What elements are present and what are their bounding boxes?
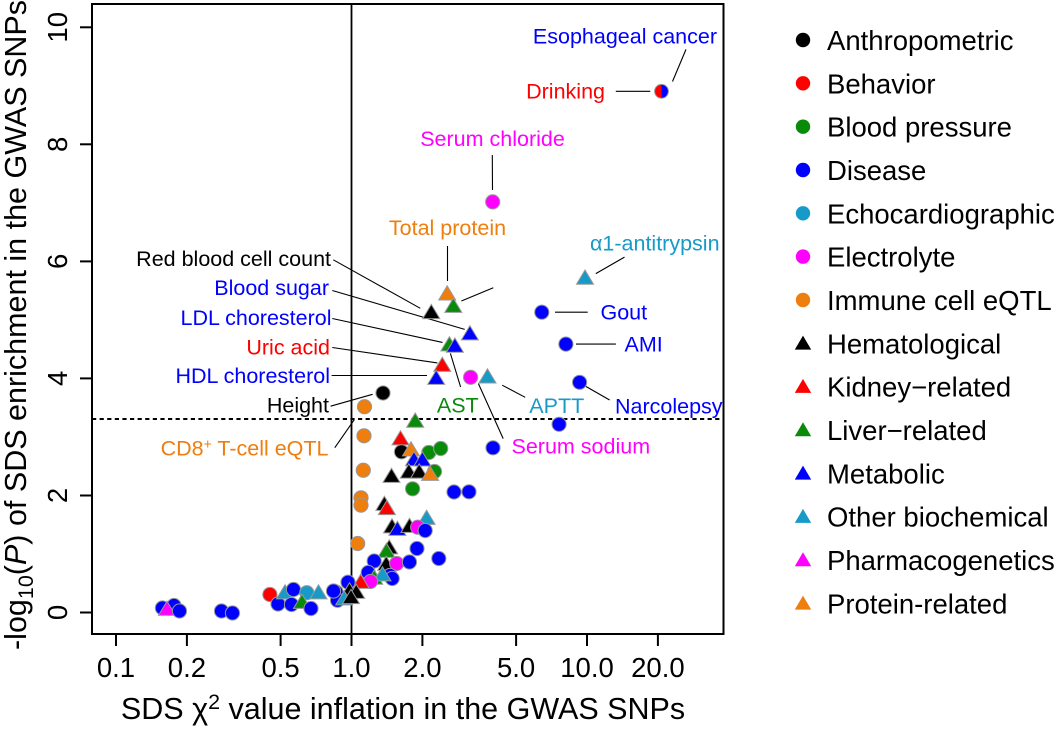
svg-text:APTT: APTT bbox=[529, 394, 584, 418]
svg-text:Uric acid: Uric acid bbox=[246, 336, 330, 360]
svg-text:Echocardiographic: Echocardiographic bbox=[827, 198, 1055, 229]
svg-text:Electrolyte: Electrolyte bbox=[827, 242, 955, 273]
svg-text:LDL choresterol: LDL choresterol bbox=[181, 306, 332, 330]
svg-text:10: 10 bbox=[42, 12, 73, 43]
svg-text:Anthropometric: Anthropometric bbox=[827, 25, 1014, 56]
svg-text:Behavior: Behavior bbox=[827, 68, 936, 99]
svg-text:Pharmacogenetics: Pharmacogenetics bbox=[827, 545, 1055, 576]
svg-text:Liver−related: Liver−related bbox=[827, 415, 987, 446]
svg-text:Serum sodium: Serum sodium bbox=[512, 435, 651, 459]
svg-text:Narcolepsy: Narcolepsy bbox=[615, 395, 723, 419]
svg-text:2: 2 bbox=[42, 488, 73, 503]
svg-text:AST: AST bbox=[437, 394, 479, 418]
svg-text:Blood pressure: Blood pressure bbox=[827, 112, 1012, 143]
svg-text:Red blood cell count: Red blood cell count bbox=[136, 247, 331, 271]
svg-text:6: 6 bbox=[42, 254, 73, 269]
svg-text:Disease: Disease bbox=[827, 155, 926, 186]
svg-text:0: 0 bbox=[42, 605, 73, 620]
svg-text:AMI: AMI bbox=[625, 333, 663, 357]
svg-text:Height: Height bbox=[267, 394, 329, 418]
svg-text:Gout: Gout bbox=[601, 301, 648, 325]
svg-text:10.0: 10.0 bbox=[560, 652, 614, 683]
svg-text:2.0: 2.0 bbox=[403, 652, 441, 683]
svg-text:20.0: 20.0 bbox=[631, 652, 685, 683]
svg-text:SDS χ2 value inflation in the: SDS χ2 value inflation in the GWAS SNPs bbox=[121, 690, 685, 726]
svg-text:Drinking: Drinking bbox=[526, 80, 605, 104]
svg-text:Protein-related: Protein-related bbox=[827, 588, 1007, 619]
svg-text:4: 4 bbox=[42, 371, 73, 386]
svg-text:CD8+ T-cell eQTL: CD8+ T-cell eQTL bbox=[161, 436, 329, 461]
svg-text:0.5: 0.5 bbox=[261, 652, 299, 683]
svg-text:Other biochemical: Other biochemical bbox=[827, 502, 1049, 533]
svg-text:1.0: 1.0 bbox=[332, 652, 370, 683]
svg-text:Hematological: Hematological bbox=[827, 328, 1001, 359]
svg-text:8: 8 bbox=[42, 137, 73, 152]
svg-text:HDL choresterol: HDL choresterol bbox=[175, 364, 330, 388]
svg-text:Total protein: Total protein bbox=[389, 216, 506, 240]
svg-text:5.0: 5.0 bbox=[497, 652, 535, 683]
svg-text:-log10(P) of SDS enrichment in: -log10(P) of SDS enrichment in the GWAS … bbox=[0, 0, 38, 650]
svg-text:Esophageal cancer: Esophageal cancer bbox=[533, 25, 717, 49]
svg-text:Kidney−related: Kidney−related bbox=[827, 372, 1011, 403]
svg-text:Blood sugar: Blood sugar bbox=[214, 276, 329, 300]
svg-text:α1-antitrypsin: α1-antitrypsin bbox=[590, 232, 720, 256]
svg-text:Serum chloride: Serum chloride bbox=[420, 127, 565, 151]
svg-text:Metabolic: Metabolic bbox=[827, 458, 945, 489]
svg-text:0.2: 0.2 bbox=[168, 652, 206, 683]
svg-text:Immune cell eQTL: Immune cell eQTL bbox=[827, 285, 1052, 316]
svg-text:0.1: 0.1 bbox=[97, 652, 135, 683]
